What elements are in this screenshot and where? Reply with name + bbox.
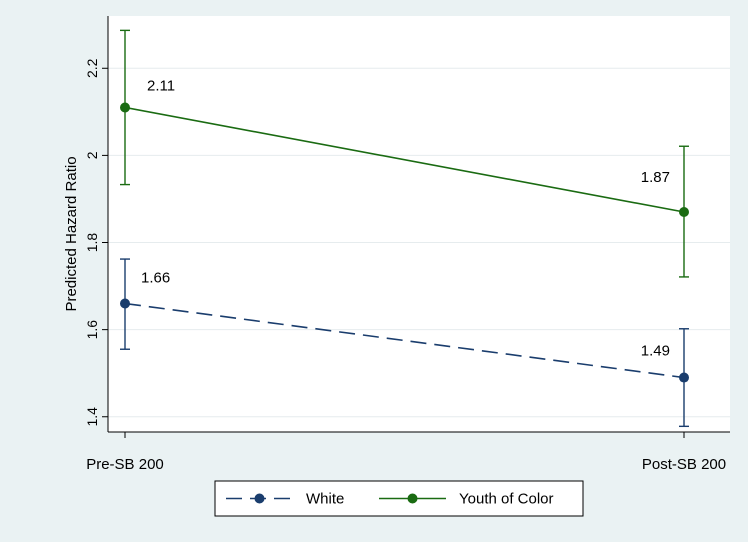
plot-area: [108, 16, 730, 432]
legend-item: White: [226, 491, 344, 508]
label-layer: 1.66 1.49 2.11 1.87: [141, 77, 670, 359]
legend-label: White: [306, 491, 344, 508]
legend-item: Youth of Color: [379, 491, 554, 508]
data-point: [679, 372, 689, 383]
data-point: [679, 207, 689, 218]
legend-marker: [254, 493, 265, 504]
data-label: 1.87: [641, 169, 670, 186]
data-point: [120, 298, 130, 309]
series-white: [120, 258, 689, 428]
grid-layer: [108, 67, 730, 418]
series-line: [124, 302, 685, 379]
y-axis-label: Predicted Hazard Ratio: [63, 156, 80, 311]
legend: White Youth of Color: [214, 480, 584, 517]
legend-marker: [407, 493, 418, 504]
y-tick-label: 2.2: [84, 58, 100, 78]
legend-label: Youth of Color: [459, 491, 554, 508]
data-label: 2.11: [147, 77, 175, 94]
y-tick-label: 1.8: [84, 233, 100, 253]
y-tick-label: 1.6: [84, 320, 100, 340]
x-tick-label: Pre-SB 200: [86, 456, 164, 473]
series-layer: [120, 29, 689, 428]
axis-layer: 1.4 1.6 1.8 2 2.2 Predicted Hazard Ratio Pre-S…: [63, 16, 730, 473]
y-tick-label: 1.4: [84, 407, 100, 427]
y-tick-label: 2: [84, 151, 100, 159]
x-tick-label: Post-SB 200: [642, 456, 726, 473]
series-youth-of-color: [120, 29, 689, 278]
data-label: 1.66: [141, 269, 170, 286]
data-label: 1.49: [641, 343, 670, 360]
data-point: [120, 102, 130, 113]
series-line: [124, 106, 685, 213]
